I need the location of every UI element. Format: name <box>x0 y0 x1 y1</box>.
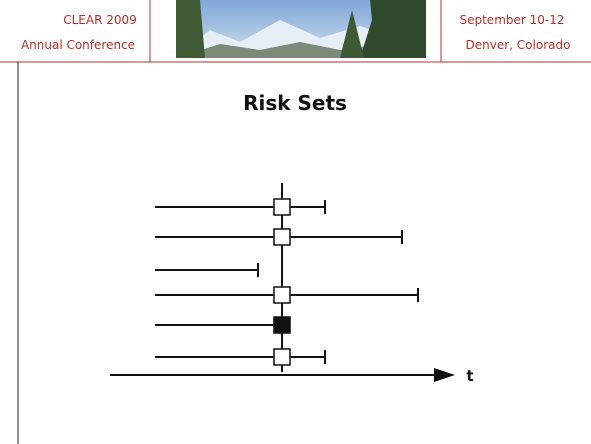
event-square <box>273 316 291 334</box>
header-image <box>176 0 426 58</box>
at-risk-square <box>273 348 291 366</box>
at-risk-square <box>273 228 291 246</box>
slide-title: Risk Sets <box>243 91 347 115</box>
at-risk-square <box>273 286 291 304</box>
header-right-line: Denver, Colorado <box>466 38 571 52</box>
at-risk-square <box>273 198 291 216</box>
header-right-line: September 10-12 <box>459 13 564 27</box>
axis-arrow <box>434 368 455 382</box>
header-left-line: CLEAR 2009 <box>63 13 137 27</box>
header-left-line: Annual Conference <box>21 38 135 52</box>
risk-set-diagram <box>110 183 440 376</box>
axis-label: t <box>466 367 473 385</box>
